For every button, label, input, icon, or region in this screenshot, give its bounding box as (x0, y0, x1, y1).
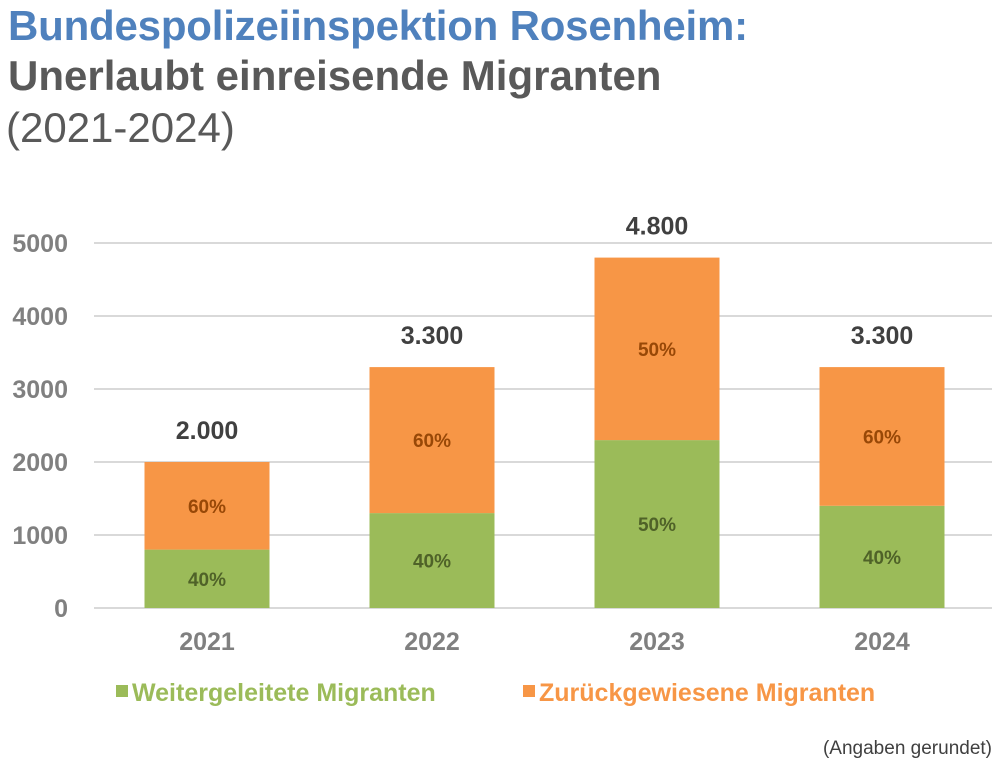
bar-total-label: 3.300 (851, 322, 914, 350)
footnote: (Angaben gerundet) (822, 738, 992, 759)
chart-title-years: (2021-2024) (6, 104, 235, 151)
x-axis-ticks: 2021 2022 2023 2024 (179, 628, 910, 656)
bar-segment-weitergeleitet (144, 549, 270, 608)
segment-percent-label: 60% (863, 427, 901, 448)
bar-segment-zurueckgewiesen (594, 257, 720, 441)
x-tick-label: 2022 (404, 628, 460, 656)
chart-title-line-2: Unerlaubt einreisende Migranten (8, 52, 662, 99)
x-tick-label: 2021 (179, 628, 235, 656)
bar-segment-zurueckgewiesen (369, 367, 495, 514)
legend-label: Weitergeleitete Migranten (132, 679, 436, 707)
y-tick-label: 0 (54, 595, 68, 623)
y-tick-label: 2000 (12, 449, 68, 477)
legend: Weitergeleitete Migranten Zurückgewiesene… (116, 679, 875, 707)
legend-label: Zurückgewiesene Migranten (539, 679, 875, 707)
bar-segment-weitergeleitet (819, 505, 945, 608)
segment-percent-label: 50% (638, 340, 676, 361)
segment-percent-label: 40% (863, 548, 901, 569)
bar-group-2022: 40% 60% 3.300 (369, 322, 495, 608)
bar-segment-weitergeleitet (594, 440, 720, 608)
bar-total-label: 3.300 (401, 322, 464, 350)
legend-item: Weitergeleitete Migranten (116, 679, 436, 707)
y-tick-label: 1000 (12, 522, 68, 550)
segment-percent-label: 60% (413, 431, 451, 452)
segment-percent-label: 60% (188, 497, 226, 518)
bar-group-2021: 40% 60% 2.000 (144, 417, 270, 608)
bar-segment-weitergeleitet (369, 513, 495, 608)
bar-total-label: 2.000 (176, 417, 239, 445)
x-tick-label: 2023 (629, 628, 685, 656)
chart-title-line-1: Bundespolizeiinspektion Rosenheim: (8, 2, 748, 49)
segment-percent-label: 50% (638, 515, 676, 536)
bar-total-label: 4.800 (626, 213, 689, 241)
legend-swatch (523, 685, 535, 697)
legend-item: Zurückgewiesene Migranten (523, 679, 875, 707)
legend-swatch (116, 685, 128, 697)
segment-percent-label: 40% (188, 570, 226, 591)
x-tick-label: 2024 (854, 628, 910, 656)
segment-percent-label: 40% (413, 552, 451, 573)
bar-segment-zurueckgewiesen (144, 462, 270, 550)
y-tick-label: 4000 (12, 303, 68, 331)
bars: 40% 60% 2.000 40% 60% 3.300 50% 50% 4.800 40% 60% 3… (144, 213, 945, 608)
bar-segment-zurueckgewiesen (819, 367, 945, 506)
bar-group-2023: 50% 50% 4.800 (594, 213, 720, 608)
y-axis-ticks: 0 1000 2000 3000 4000 5000 (12, 230, 68, 623)
bar-group-2024: 40% 60% 3.300 (819, 322, 945, 608)
y-tick-label: 3000 (12, 376, 68, 404)
y-tick-label: 5000 (12, 230, 68, 258)
